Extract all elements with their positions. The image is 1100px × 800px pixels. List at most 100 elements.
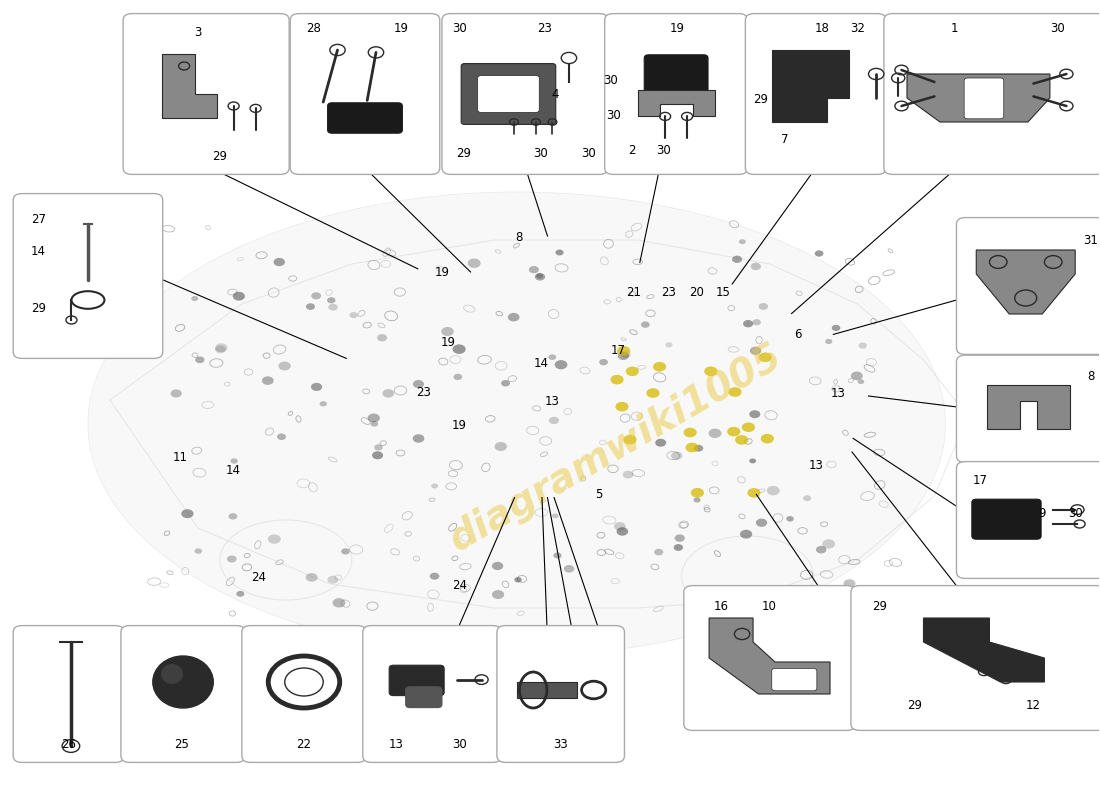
Text: 10: 10 bbox=[762, 600, 777, 613]
Circle shape bbox=[759, 303, 768, 310]
Text: 5: 5 bbox=[595, 488, 603, 501]
Circle shape bbox=[673, 544, 683, 551]
Circle shape bbox=[623, 470, 634, 478]
Circle shape bbox=[614, 522, 626, 530]
Ellipse shape bbox=[161, 664, 183, 684]
Circle shape bbox=[227, 555, 236, 562]
Text: 2: 2 bbox=[628, 144, 636, 157]
Circle shape bbox=[195, 357, 205, 363]
Circle shape bbox=[277, 434, 286, 440]
FancyBboxPatch shape bbox=[442, 14, 608, 174]
Circle shape bbox=[654, 549, 663, 555]
Circle shape bbox=[452, 344, 465, 354]
Text: 24: 24 bbox=[452, 579, 468, 592]
Polygon shape bbox=[638, 90, 715, 116]
Text: 17: 17 bbox=[974, 474, 988, 486]
Circle shape bbox=[704, 366, 717, 376]
Circle shape bbox=[741, 422, 755, 432]
Text: 11: 11 bbox=[173, 451, 188, 464]
Circle shape bbox=[683, 428, 696, 438]
Text: 18: 18 bbox=[815, 22, 829, 34]
Circle shape bbox=[728, 387, 741, 397]
Circle shape bbox=[740, 530, 752, 538]
Circle shape bbox=[278, 362, 290, 370]
Circle shape bbox=[311, 383, 322, 391]
Text: 13: 13 bbox=[544, 395, 559, 408]
Circle shape bbox=[374, 444, 383, 450]
Circle shape bbox=[666, 342, 672, 347]
Text: 30: 30 bbox=[534, 147, 548, 160]
Circle shape bbox=[412, 434, 425, 442]
Circle shape bbox=[233, 292, 245, 301]
Circle shape bbox=[236, 591, 244, 597]
Circle shape bbox=[341, 548, 350, 554]
Polygon shape bbox=[908, 74, 1049, 122]
Text: 19: 19 bbox=[434, 266, 450, 278]
Circle shape bbox=[274, 258, 285, 266]
Text: 13: 13 bbox=[830, 387, 845, 400]
Circle shape bbox=[371, 421, 378, 426]
FancyBboxPatch shape bbox=[605, 14, 748, 174]
Circle shape bbox=[739, 239, 746, 244]
Circle shape bbox=[372, 451, 383, 459]
Circle shape bbox=[750, 346, 761, 355]
Polygon shape bbox=[710, 618, 830, 694]
Text: 17: 17 bbox=[610, 344, 626, 357]
Circle shape bbox=[656, 438, 667, 446]
Text: 20: 20 bbox=[690, 286, 704, 299]
Text: 14: 14 bbox=[31, 245, 46, 258]
Circle shape bbox=[182, 510, 194, 518]
Circle shape bbox=[564, 565, 574, 573]
Text: 30: 30 bbox=[603, 74, 617, 86]
Circle shape bbox=[502, 380, 510, 386]
Circle shape bbox=[191, 296, 198, 301]
Circle shape bbox=[620, 350, 630, 358]
Text: 26: 26 bbox=[60, 738, 76, 750]
FancyBboxPatch shape bbox=[242, 626, 366, 762]
Text: 3: 3 bbox=[195, 26, 201, 38]
Text: 1: 1 bbox=[950, 22, 958, 34]
Text: 7: 7 bbox=[781, 133, 789, 146]
Circle shape bbox=[549, 354, 557, 360]
Circle shape bbox=[749, 410, 760, 418]
FancyBboxPatch shape bbox=[389, 666, 444, 695]
Circle shape bbox=[761, 434, 774, 443]
Circle shape bbox=[858, 342, 867, 349]
Circle shape bbox=[515, 577, 521, 582]
Circle shape bbox=[495, 442, 507, 451]
FancyBboxPatch shape bbox=[972, 499, 1041, 539]
Circle shape bbox=[350, 312, 358, 318]
Text: 23: 23 bbox=[537, 22, 551, 34]
Circle shape bbox=[536, 274, 543, 278]
Polygon shape bbox=[924, 618, 1044, 682]
Circle shape bbox=[554, 360, 568, 370]
Circle shape bbox=[653, 362, 667, 371]
Text: 27: 27 bbox=[31, 213, 46, 226]
Text: 23: 23 bbox=[416, 386, 431, 398]
FancyBboxPatch shape bbox=[957, 462, 1100, 578]
Circle shape bbox=[694, 445, 703, 452]
FancyBboxPatch shape bbox=[363, 626, 502, 762]
Text: 9: 9 bbox=[1038, 507, 1046, 520]
Circle shape bbox=[412, 380, 424, 388]
Circle shape bbox=[311, 292, 321, 299]
Text: 13: 13 bbox=[808, 459, 823, 472]
Circle shape bbox=[535, 273, 546, 281]
Text: 32: 32 bbox=[850, 22, 865, 34]
Text: 29: 29 bbox=[754, 93, 768, 106]
Circle shape bbox=[674, 534, 685, 542]
FancyBboxPatch shape bbox=[290, 14, 440, 174]
Circle shape bbox=[708, 429, 722, 438]
Circle shape bbox=[647, 388, 660, 398]
Circle shape bbox=[332, 598, 345, 607]
Text: 30: 30 bbox=[452, 738, 466, 750]
Text: 29: 29 bbox=[456, 147, 472, 160]
Text: diagramwiki1005: diagramwiki1005 bbox=[442, 337, 789, 559]
Circle shape bbox=[306, 303, 315, 310]
Text: 19: 19 bbox=[670, 22, 684, 34]
Circle shape bbox=[786, 516, 794, 522]
Text: 29: 29 bbox=[31, 302, 46, 315]
Circle shape bbox=[431, 483, 438, 489]
Circle shape bbox=[618, 352, 629, 360]
FancyBboxPatch shape bbox=[957, 355, 1100, 462]
